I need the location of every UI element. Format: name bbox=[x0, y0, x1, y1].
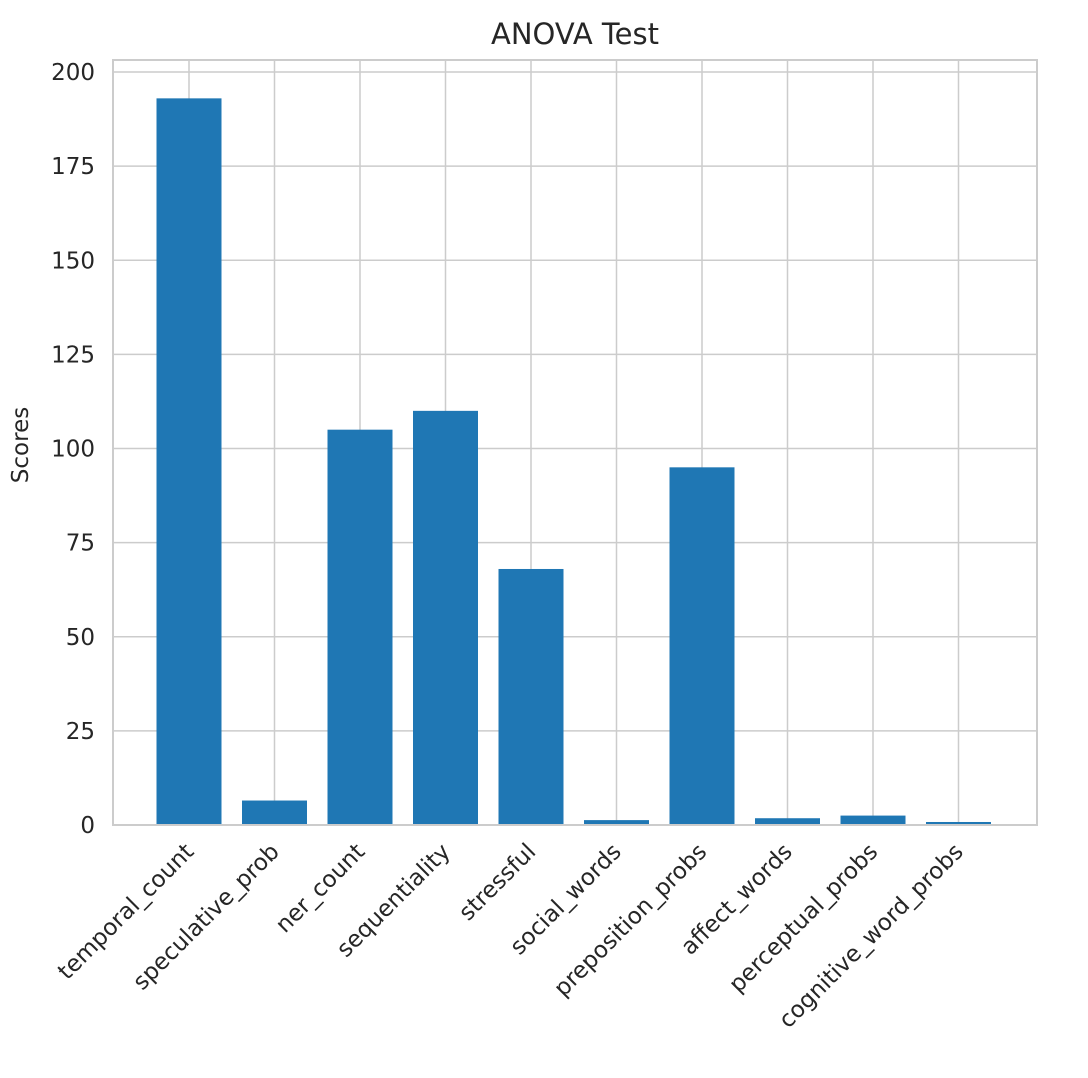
bar-perceptual-probs bbox=[840, 815, 906, 825]
y-tick-label: 50 bbox=[66, 625, 95, 651]
y-tick-labels: 0 25 50 75 100 125 150 175 200 bbox=[51, 60, 95, 839]
bar-stressful bbox=[498, 568, 564, 825]
x-tick-label: perceptual_probs bbox=[724, 839, 883, 998]
y-tick-label: 175 bbox=[51, 154, 95, 180]
bar-temporal-count bbox=[156, 98, 222, 826]
bar-layer bbox=[156, 98, 991, 826]
y-tick-label: 200 bbox=[51, 60, 95, 86]
bar-speculative-prob bbox=[242, 800, 307, 825]
y-tick-label: 150 bbox=[51, 248, 95, 274]
x-tick-label: stressful bbox=[454, 839, 541, 926]
bar-cognitive-word-probs bbox=[926, 821, 991, 825]
chart-title: ANOVA Test bbox=[491, 17, 659, 51]
x-tick-labels: temporal_countspeculative_probner_counts… bbox=[53, 839, 969, 1034]
bar-sequentiality bbox=[413, 410, 478, 825]
x-tick-label: preposition_probs bbox=[549, 839, 712, 1002]
y-tick-label: 0 bbox=[80, 813, 95, 839]
bar-affect-words bbox=[755, 818, 820, 825]
y-tick-label: 125 bbox=[51, 342, 95, 368]
y-tick-label: 25 bbox=[66, 719, 95, 745]
bar-preposition-probs bbox=[669, 467, 735, 825]
bar-ner-count bbox=[327, 429, 393, 825]
y-axis-label: Scores bbox=[8, 407, 34, 483]
y-tick-label: 75 bbox=[66, 531, 95, 557]
bar-social-words bbox=[584, 820, 649, 825]
x-tick-label: speculative_prob bbox=[128, 839, 285, 996]
grid-layer bbox=[113, 60, 1037, 826]
plot-frame bbox=[112, 59, 1038, 826]
y-tick-label: 100 bbox=[51, 437, 95, 463]
